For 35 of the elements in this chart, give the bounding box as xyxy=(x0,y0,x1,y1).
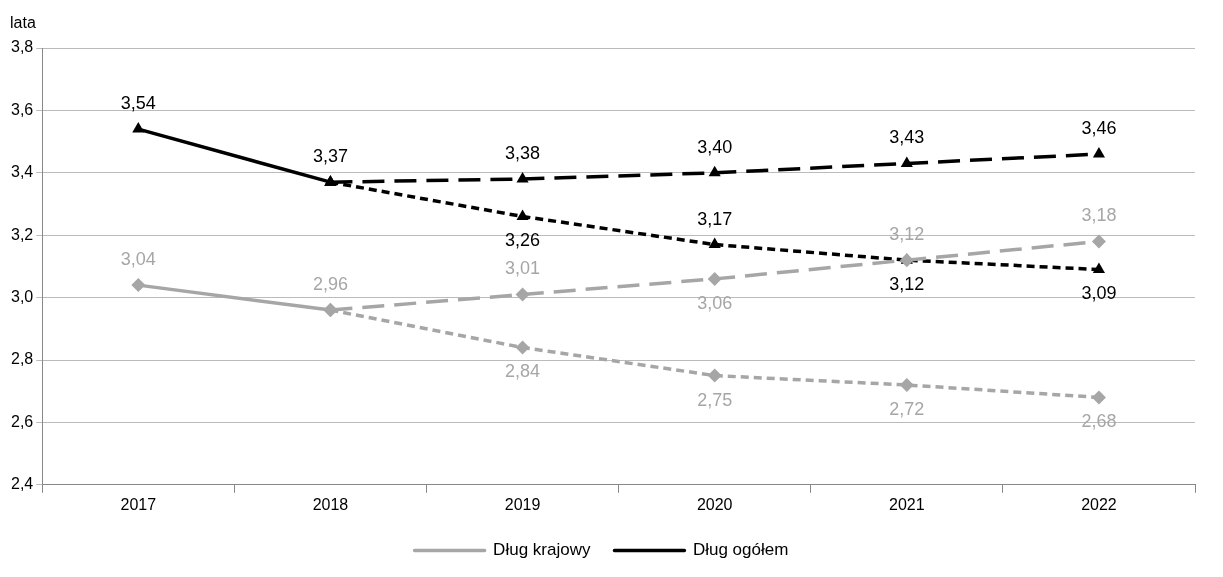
x-tick-label: 2018 xyxy=(312,495,349,513)
data-label: 3,54 xyxy=(120,93,156,114)
x-tick-label: 2022 xyxy=(1081,495,1117,513)
y-tick-label: 3,0 xyxy=(10,288,34,306)
y-tick-label: 2,6 xyxy=(10,412,34,430)
data-label: 3,09 xyxy=(1081,283,1117,304)
data-label: 3,26 xyxy=(505,230,541,251)
data-label: 3,01 xyxy=(505,258,541,279)
y-tick-label: 2,4 xyxy=(10,475,34,493)
y-axis-title: lata xyxy=(10,14,36,32)
data-label: 3,40 xyxy=(697,136,733,157)
y-tick-label: 3,8 xyxy=(10,38,34,56)
data-label: 3,18 xyxy=(1081,205,1117,226)
y-tick-label: 2,8 xyxy=(10,350,34,368)
data-label: 3,43 xyxy=(889,127,925,148)
legend-label: Dług ogółem xyxy=(692,540,789,560)
y-tick-label: 3,4 xyxy=(10,163,34,181)
data-label: 3,17 xyxy=(697,208,733,229)
data-label: 3,38 xyxy=(505,143,541,164)
data-label: 3,04 xyxy=(120,249,156,270)
data-label: 2,72 xyxy=(889,398,925,419)
legend-label: Dług krajowy xyxy=(493,540,591,560)
data-label: 2,75 xyxy=(697,389,733,410)
data-label: 3,46 xyxy=(1081,118,1117,139)
data-label: 2,84 xyxy=(505,361,541,382)
data-label: 3,37 xyxy=(312,146,348,167)
y-tick-label: 3,6 xyxy=(10,100,34,118)
x-tick-label: 2021 xyxy=(889,495,925,513)
data-label: 3,12 xyxy=(889,274,925,295)
x-tick-label: 2020 xyxy=(696,495,733,513)
y-tick-label: 3,2 xyxy=(10,225,34,243)
x-tick-label: 2017 xyxy=(120,495,157,513)
data-label: 3,06 xyxy=(697,292,733,313)
x-tick-label: 2019 xyxy=(504,495,541,513)
data-label: 2,96 xyxy=(312,274,348,295)
